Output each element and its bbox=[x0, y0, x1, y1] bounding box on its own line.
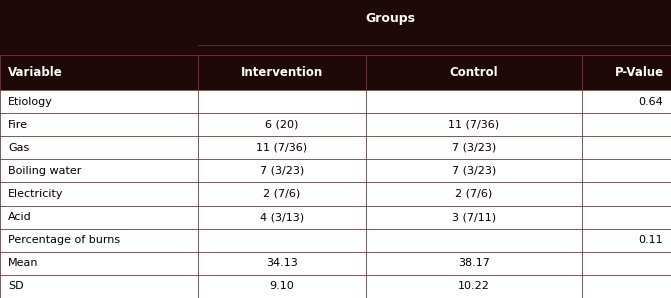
Text: Groups: Groups bbox=[365, 12, 415, 25]
Text: 7 (3/23): 7 (3/23) bbox=[260, 166, 304, 176]
Text: Intervention: Intervention bbox=[241, 66, 323, 79]
Text: Etiology: Etiology bbox=[8, 97, 53, 107]
Text: 2 (7/6): 2 (7/6) bbox=[456, 189, 493, 199]
Text: 10.22: 10.22 bbox=[458, 281, 490, 291]
Text: Fire: Fire bbox=[8, 120, 28, 130]
Text: Acid: Acid bbox=[8, 212, 32, 222]
Bar bbox=[0, 90, 671, 298]
Text: Gas: Gas bbox=[8, 143, 30, 153]
Text: 34.13: 34.13 bbox=[266, 258, 298, 268]
Text: 7 (3/23): 7 (3/23) bbox=[452, 143, 496, 153]
Text: SD: SD bbox=[8, 281, 23, 291]
Text: Electricity: Electricity bbox=[8, 189, 64, 199]
Text: Percentage of burns: Percentage of burns bbox=[8, 235, 120, 245]
Text: 6 (20): 6 (20) bbox=[265, 120, 299, 130]
Text: P-Value: P-Value bbox=[615, 66, 664, 79]
Text: 38.17: 38.17 bbox=[458, 258, 490, 268]
Text: 4 (3/13): 4 (3/13) bbox=[260, 212, 304, 222]
Text: 0.64: 0.64 bbox=[638, 97, 663, 107]
Text: 9.10: 9.10 bbox=[270, 281, 294, 291]
Text: 7 (3/23): 7 (3/23) bbox=[452, 166, 496, 176]
Text: Variable: Variable bbox=[8, 66, 63, 79]
Text: 11 (7/36): 11 (7/36) bbox=[448, 120, 500, 130]
Text: Boiling water: Boiling water bbox=[8, 166, 81, 176]
Text: 11 (7/36): 11 (7/36) bbox=[256, 143, 307, 153]
Text: Mean: Mean bbox=[8, 258, 38, 268]
Text: 3 (7/11): 3 (7/11) bbox=[452, 212, 496, 222]
Text: Control: Control bbox=[450, 66, 499, 79]
Text: 2 (7/6): 2 (7/6) bbox=[263, 189, 301, 199]
Text: 0.11: 0.11 bbox=[638, 235, 663, 245]
Bar bbox=[0, 55, 671, 90]
